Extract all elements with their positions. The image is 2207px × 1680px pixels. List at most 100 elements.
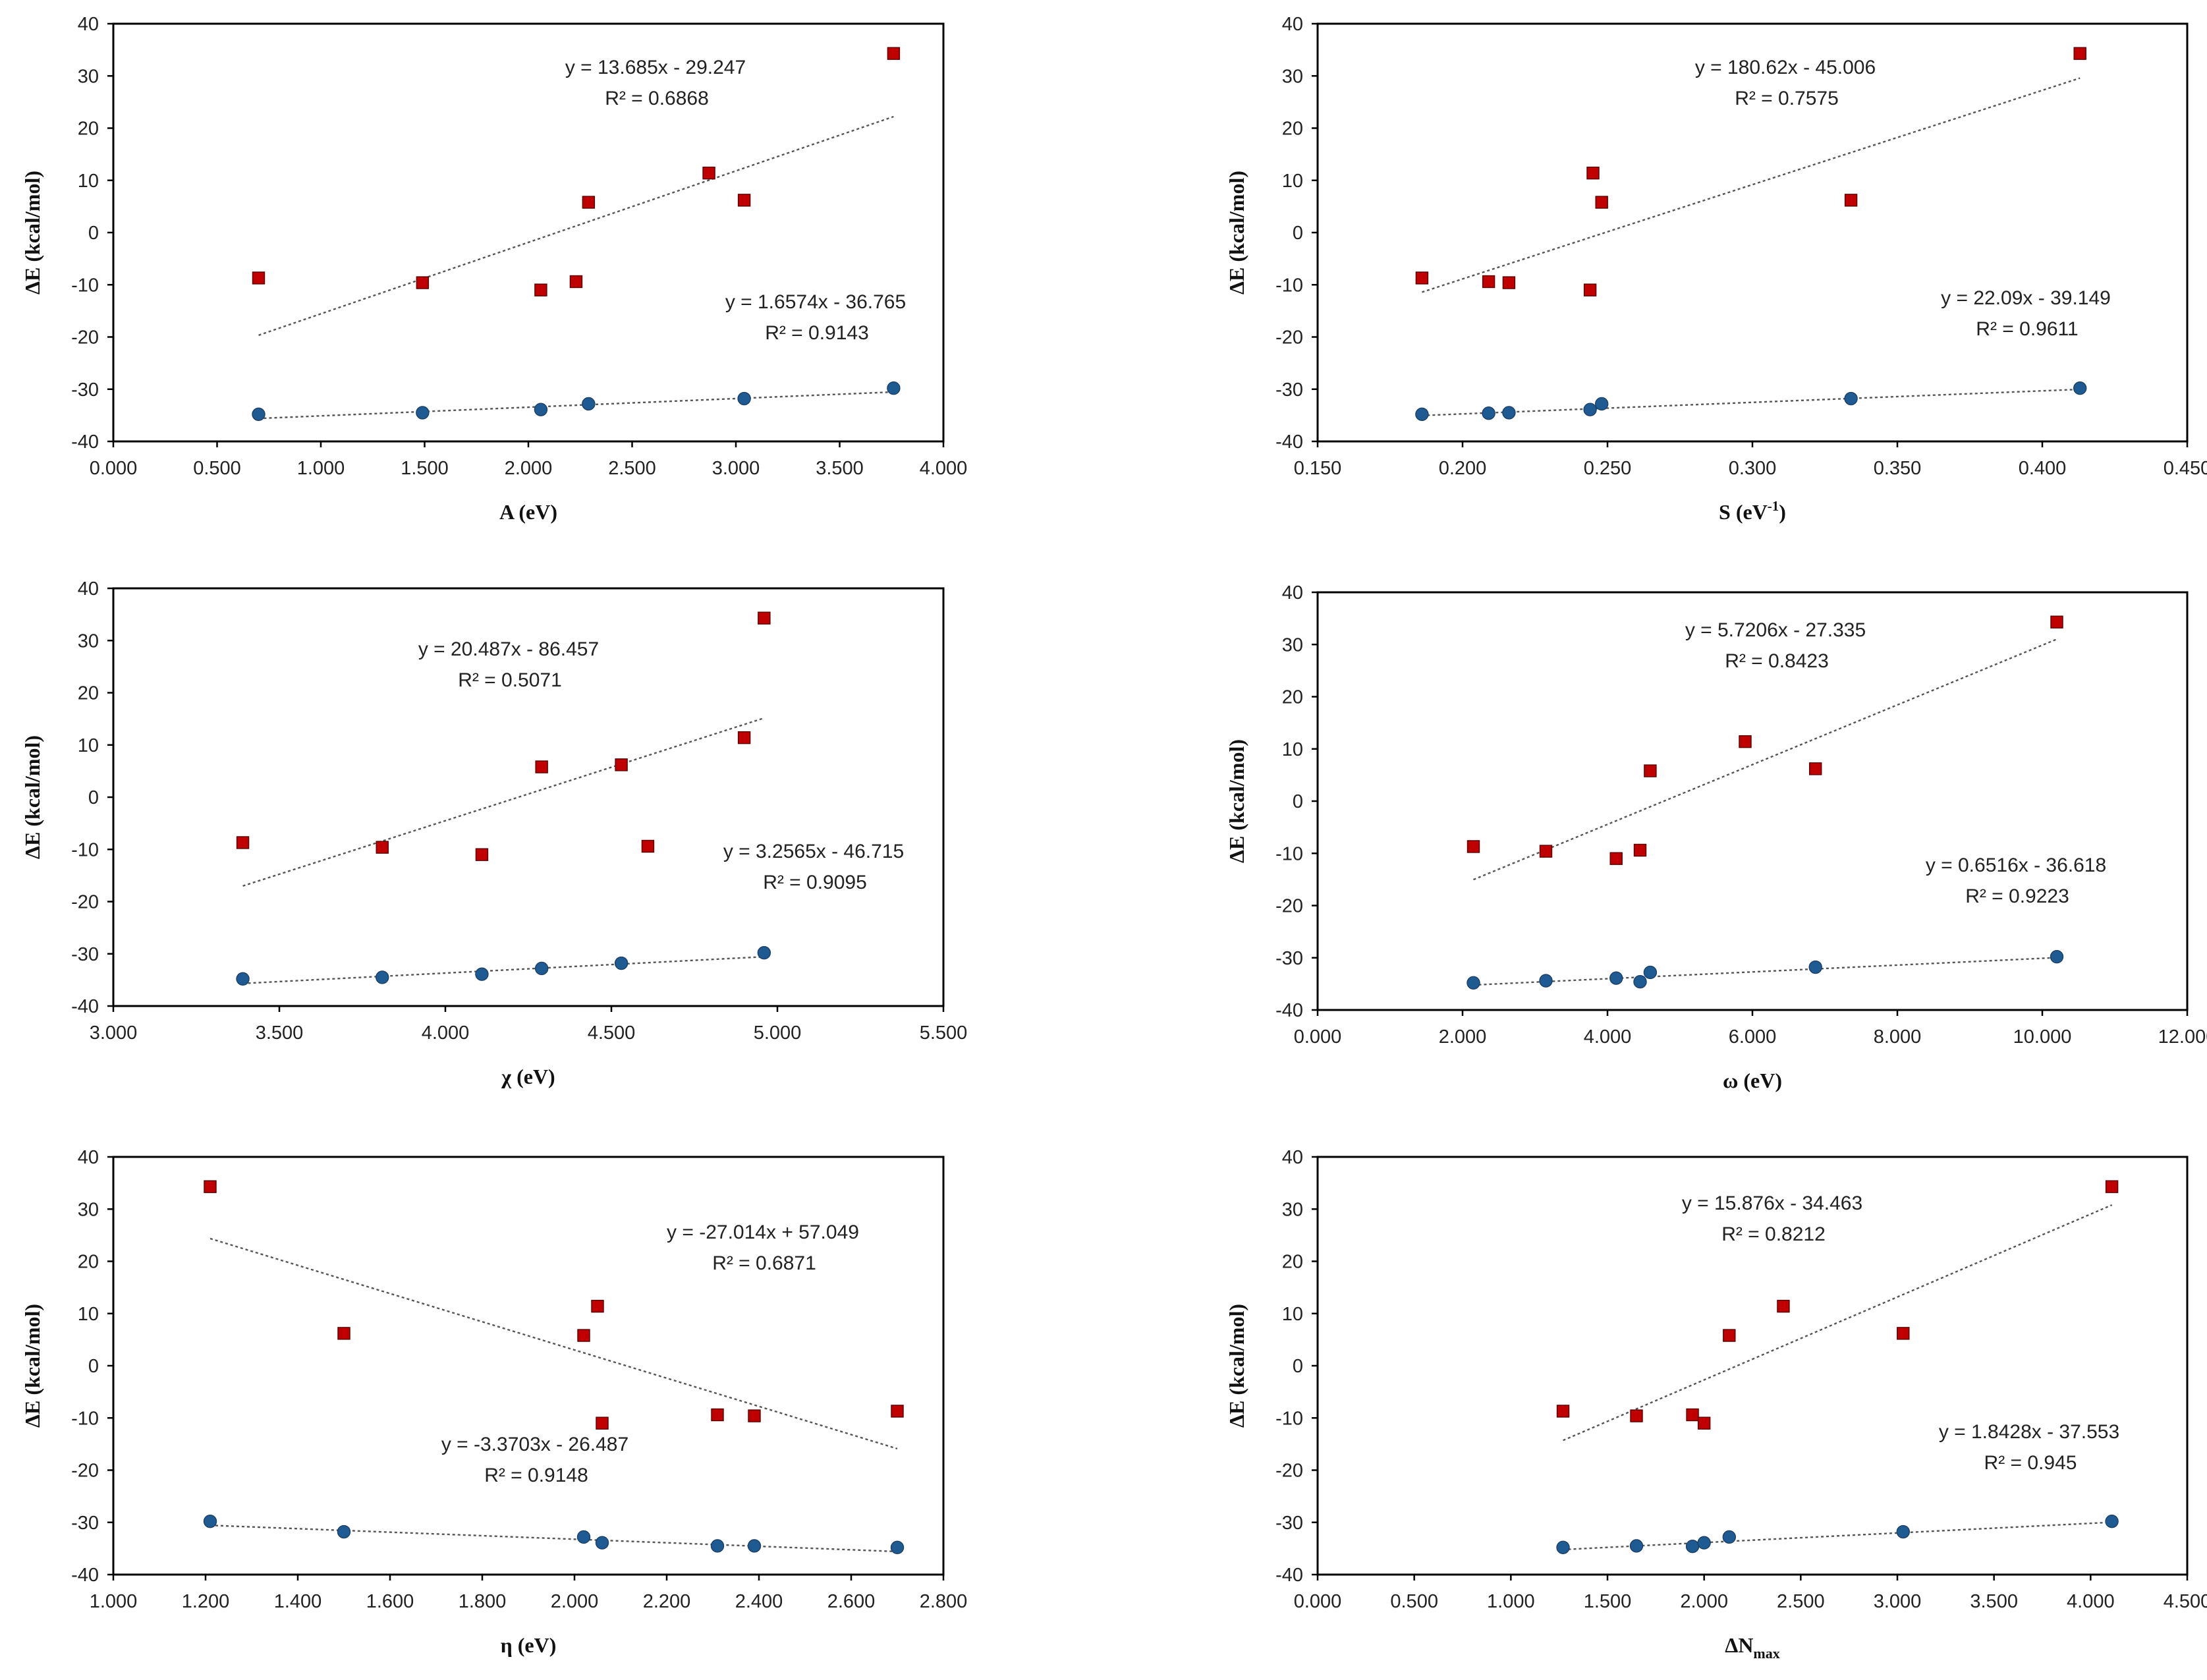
trend-r-squared: R² = 0.9143 xyxy=(765,322,869,344)
x-tick-label: 1.500 xyxy=(401,458,449,479)
data-point-circle xyxy=(1896,1525,1911,1539)
data-point-square xyxy=(1686,1408,1699,1422)
y-tick-label: -10 xyxy=(1275,843,1303,864)
data-point-circle xyxy=(1539,974,1553,988)
data-point-circle xyxy=(595,1536,609,1550)
x-tick-label: 0.450 xyxy=(2164,458,2207,479)
trend-r-squared: R² = 0.8423 xyxy=(1725,650,1829,672)
trend-r-squared: R² = 0.5071 xyxy=(458,669,562,691)
x-tick-label: 3.000 xyxy=(712,458,760,479)
x-tick-label: 1.000 xyxy=(1487,1591,1535,1612)
x-tick-label: 4.000 xyxy=(2067,1591,2115,1612)
y-axis-title: ΔE (kcal/mol) xyxy=(20,1304,44,1428)
trendline-square xyxy=(1422,77,2081,293)
y-tick-label: 40 xyxy=(1282,14,1303,35)
y-tick-label: 0 xyxy=(88,787,99,808)
x-tick-label: 1.000 xyxy=(90,1591,138,1612)
data-point-square xyxy=(1467,840,1480,853)
data-point-circle xyxy=(1609,971,1623,985)
data-point-square xyxy=(1697,1416,1711,1430)
y-tick-label: -20 xyxy=(71,1461,99,1482)
x-axis-title-sup: -1 xyxy=(1768,498,1779,514)
y-tick-label: -30 xyxy=(71,944,99,965)
data-point-square xyxy=(1609,852,1623,865)
data-point-square xyxy=(615,758,628,771)
plot-area xyxy=(1316,1156,2189,1576)
plot-area xyxy=(112,587,945,1007)
data-point-circle xyxy=(252,407,265,421)
y-tick-label: 30 xyxy=(1282,634,1303,656)
x-tick-label: 2.200 xyxy=(643,1591,691,1612)
y-tick-label: 40 xyxy=(78,578,99,600)
data-point-circle xyxy=(337,1525,351,1539)
x-tick-label: 0.300 xyxy=(1729,458,1777,479)
data-point-circle xyxy=(1482,406,1495,420)
data-point-circle xyxy=(2105,1514,2119,1528)
data-point-circle xyxy=(2073,381,2087,395)
data-point-square xyxy=(1897,1327,1910,1340)
y-tick-label: 20 xyxy=(1282,687,1303,708)
x-tick-label: 6.000 xyxy=(1729,1026,1777,1048)
x-tick-label: 0.500 xyxy=(1390,1591,1438,1612)
data-point-circle xyxy=(1633,975,1647,989)
data-point-circle xyxy=(747,1539,762,1553)
y-tick-label: 0 xyxy=(1293,1356,1303,1377)
x-tick-label: 0.400 xyxy=(2019,458,2067,479)
y-tick-label: -30 xyxy=(1275,1513,1303,1534)
chart-panel-2: -40 -30 -20 -10 0 10 20 30 40 0.150 0.200 0.250 0.30… xyxy=(1225,14,2207,524)
data-point-square xyxy=(1777,1299,1790,1313)
data-point-circle xyxy=(2050,949,2064,964)
y-tick-label: -30 xyxy=(71,1513,99,1534)
data-point-circle xyxy=(1844,391,1858,406)
data-point-square xyxy=(1556,1405,1570,1418)
data-point-circle xyxy=(1697,1536,1711,1550)
data-point-square xyxy=(534,283,547,296)
data-point-square xyxy=(1586,166,1600,180)
y-tick-label: -10 xyxy=(71,275,99,296)
x-axis-title-sub: max xyxy=(1753,1645,1779,1662)
x-tick-label: 4.500 xyxy=(2164,1591,2207,1612)
x-tick-label: 0.200 xyxy=(1439,458,1487,479)
y-tick-label: 10 xyxy=(1282,171,1303,192)
y-tick-label: 40 xyxy=(1282,1147,1303,1168)
data-point-square xyxy=(1415,271,1429,285)
data-point-square xyxy=(1739,735,1752,748)
x-axis-title: S (eV-1) xyxy=(1719,498,1786,524)
y-tick-label: -30 xyxy=(1275,379,1303,401)
x-tick-label: 12.000 xyxy=(2158,1026,2207,1048)
data-point-square xyxy=(1644,764,1657,777)
plot-area xyxy=(1316,22,2189,443)
chart-panel-4: -40 -30 -20 -10 0 10 20 30 40 0.000 2.000 4.000 6.00… xyxy=(1225,582,2207,1092)
data-point-square xyxy=(891,1405,904,1418)
y-tick-label: 20 xyxy=(78,1252,99,1273)
y-tick-label: 20 xyxy=(78,683,99,704)
x-tick-label: 2.400 xyxy=(735,1591,783,1612)
trend-r-squared: R² = 0.8212 xyxy=(1721,1223,1826,1245)
data-point-circle xyxy=(737,391,751,406)
x-tick-label: 2.500 xyxy=(608,458,656,479)
y-tick-label: 0 xyxy=(1293,791,1303,812)
data-point-circle xyxy=(1467,976,1480,990)
data-point-circle xyxy=(1685,1540,1700,1554)
x-tick-label: 3.500 xyxy=(1970,1591,2018,1612)
data-point-square xyxy=(475,848,489,861)
data-point-circle xyxy=(203,1514,217,1528)
data-point-square xyxy=(758,611,771,625)
trend-equation: y = -3.3703x - 26.487 xyxy=(441,1434,629,1455)
y-axis-title: ΔE (kcal/mol) xyxy=(20,735,44,859)
data-point-circle xyxy=(576,1530,591,1544)
trend-equation: y = 5.7206x - 27.335 xyxy=(1685,619,1866,641)
data-point-square xyxy=(416,276,430,289)
x-tick-label: 0.500 xyxy=(193,458,241,479)
y-tick-label: -40 xyxy=(71,996,99,1017)
x-tick-label: 3.000 xyxy=(90,1022,138,1044)
data-point-square xyxy=(1482,275,1495,289)
trend-equation: y = 0.6516x - 36.618 xyxy=(1926,854,2106,876)
x-axis-title: A (eV) xyxy=(499,500,557,524)
data-point-circle xyxy=(890,1540,905,1554)
data-point-circle xyxy=(475,967,489,981)
data-point-square xyxy=(702,166,715,180)
data-point-circle xyxy=(1415,407,1429,421)
trend-r-squared: R² = 0.9223 xyxy=(1965,885,2069,907)
